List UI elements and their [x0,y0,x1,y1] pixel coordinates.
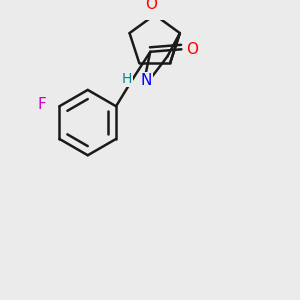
Text: H: H [122,72,132,86]
Text: O: O [186,42,198,57]
Text: F: F [38,97,47,112]
Text: N: N [141,73,152,88]
Text: O: O [146,0,158,12]
